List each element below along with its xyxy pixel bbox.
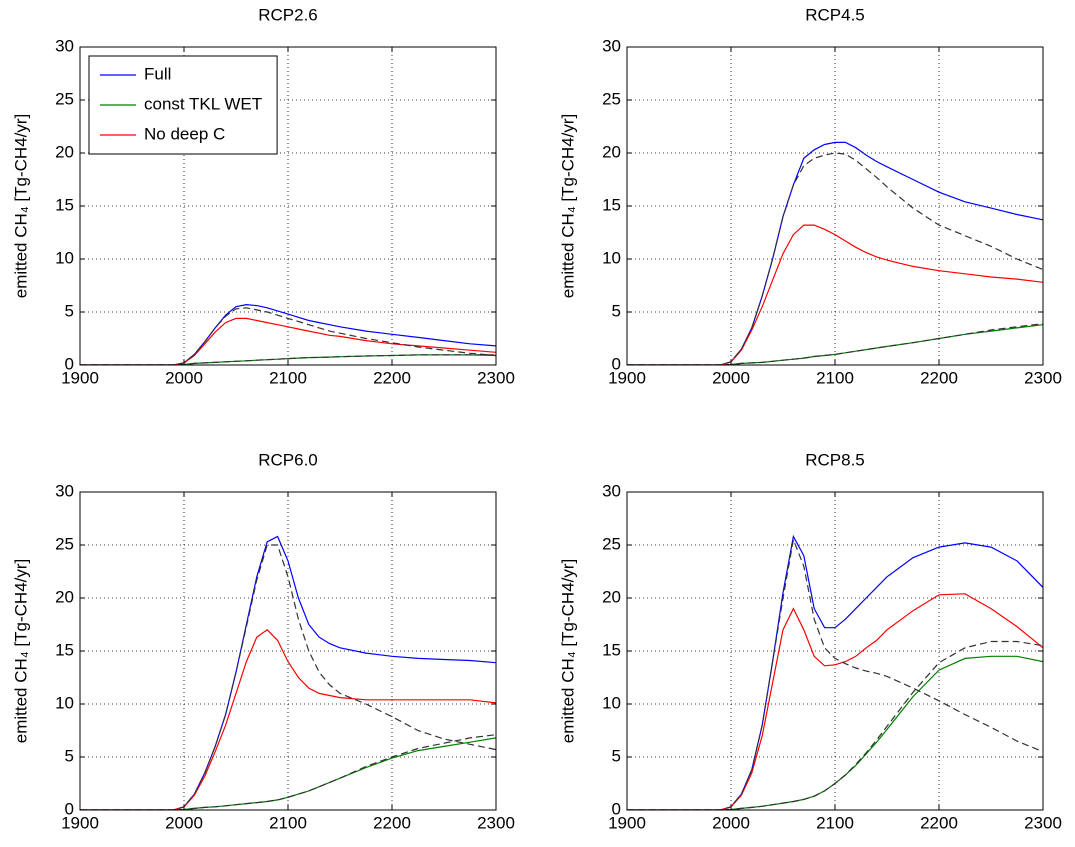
- series-line: [627, 152, 1043, 365]
- subplot: RCP4.5 emitted CH₄ [Tg-CH4/yr] 1900 2000 210…: [558, 5, 1061, 387]
- series-line: [80, 629, 496, 810]
- series-line: [80, 734, 496, 810]
- y-tick-label: 0: [612, 354, 621, 373]
- y-tick-label: 10: [55, 693, 74, 712]
- y-tick-label: 20: [602, 142, 621, 161]
- x-tick-label: 1900: [61, 368, 99, 387]
- x-tick-label: 2000: [165, 368, 203, 387]
- x-tick-label: 2000: [165, 813, 203, 832]
- subplot-title: RCP4.5: [805, 5, 865, 24]
- y-tick-label: 30: [602, 36, 621, 55]
- x-tick-label: 2300: [477, 368, 515, 387]
- series-line: [627, 537, 1043, 810]
- x-tick-label: 1900: [61, 813, 99, 832]
- legend: Full const TKL WET No deep C: [88, 55, 278, 155]
- x-tick-label: 2100: [816, 813, 854, 832]
- y-tick-label: 25: [602, 89, 621, 108]
- series-line: [627, 323, 1043, 365]
- x-tick-label: 2100: [269, 813, 307, 832]
- y-tick-label: 5: [612, 301, 621, 320]
- y-tick-label: 20: [55, 142, 74, 161]
- series-line: [80, 317, 496, 365]
- x-tick-label: 1900: [608, 368, 646, 387]
- x-tick-label: 2000: [712, 813, 750, 832]
- x-tick-label: 2300: [477, 813, 515, 832]
- x-tick-label: 2300: [1024, 813, 1062, 832]
- axes-box: [626, 491, 1044, 811]
- series-group: [627, 141, 1043, 365]
- x-tick-label: 2300: [1024, 368, 1062, 387]
- y-tick-label: 0: [65, 799, 74, 818]
- y-tick-label: 0: [65, 354, 74, 373]
- x-tick-label: 2200: [373, 813, 411, 832]
- axes-box: [79, 491, 497, 811]
- y-tick-label: 15: [602, 640, 621, 659]
- axes-box: [79, 46, 497, 366]
- legend-label: No deep C: [144, 124, 225, 143]
- y-tick-label: 30: [602, 481, 621, 500]
- legend-label: const TKL WET: [144, 94, 262, 113]
- x-tick-label: 1900: [608, 813, 646, 832]
- series-group: [80, 535, 496, 810]
- axes-box: [626, 46, 1044, 366]
- subplot-title: RCP2.6: [258, 5, 318, 24]
- subplot-title: RCP8.5: [805, 450, 865, 469]
- y-tick-label: 10: [602, 248, 621, 267]
- y-tick-label: 5: [65, 746, 74, 765]
- y-tick-label: 15: [55, 195, 74, 214]
- x-tick-label: 2100: [269, 368, 307, 387]
- y-axis-label: emitted CH₄ [Tg-CH4/yr]: [558, 559, 577, 744]
- y-tick-label: 5: [65, 301, 74, 320]
- series-line: [80, 303, 496, 365]
- y-tick-label: 25: [55, 89, 74, 108]
- y-tick-label: 30: [55, 36, 74, 55]
- legend-label: Full: [144, 64, 171, 83]
- y-tick-label: 20: [55, 587, 74, 606]
- series-line: [627, 224, 1043, 365]
- series-line: [627, 640, 1043, 810]
- y-tick-label: 10: [55, 248, 74, 267]
- series-line: [80, 307, 496, 365]
- x-tick-label: 2200: [373, 368, 411, 387]
- y-tick-label: 25: [55, 534, 74, 553]
- y-axis-label: emitted CH₄ [Tg-CH4/yr]: [558, 114, 577, 299]
- y-axis-label: emitted CH₄ [Tg-CH4/yr]: [11, 559, 30, 744]
- subplot: RCP2.6 emitted CH₄ [Tg-CH4/yr] 1900 2000 210…: [11, 5, 514, 387]
- subplot-title: RCP6.0: [258, 450, 318, 469]
- series-line: [627, 593, 1043, 810]
- series-group: [627, 534, 1043, 810]
- subplot: RCP8.5 emitted CH₄ [Tg-CH4/yr] 1900 2000 210…: [558, 450, 1061, 832]
- x-tick-label: 2000: [712, 368, 750, 387]
- series-group: [80, 303, 496, 365]
- subplot: RCP6.0 emitted CH₄ [Tg-CH4/yr] 1900 2000 210…: [11, 450, 514, 832]
- y-tick-label: 20: [602, 587, 621, 606]
- x-tick-label: 2200: [920, 813, 958, 832]
- y-axis-label: emitted CH₄ [Tg-CH4/yr]: [11, 114, 30, 299]
- series-line: [80, 544, 496, 810]
- y-tick-label: 5: [612, 746, 621, 765]
- y-tick-label: 15: [602, 195, 621, 214]
- y-tick-label: 25: [602, 534, 621, 553]
- y-tick-label: 10: [602, 693, 621, 712]
- series-line: [80, 354, 496, 365]
- y-tick-label: 15: [55, 640, 74, 659]
- y-tick-label: 0: [612, 799, 621, 818]
- x-tick-label: 2200: [920, 368, 958, 387]
- y-tick-label: 30: [55, 481, 74, 500]
- x-tick-label: 2100: [816, 368, 854, 387]
